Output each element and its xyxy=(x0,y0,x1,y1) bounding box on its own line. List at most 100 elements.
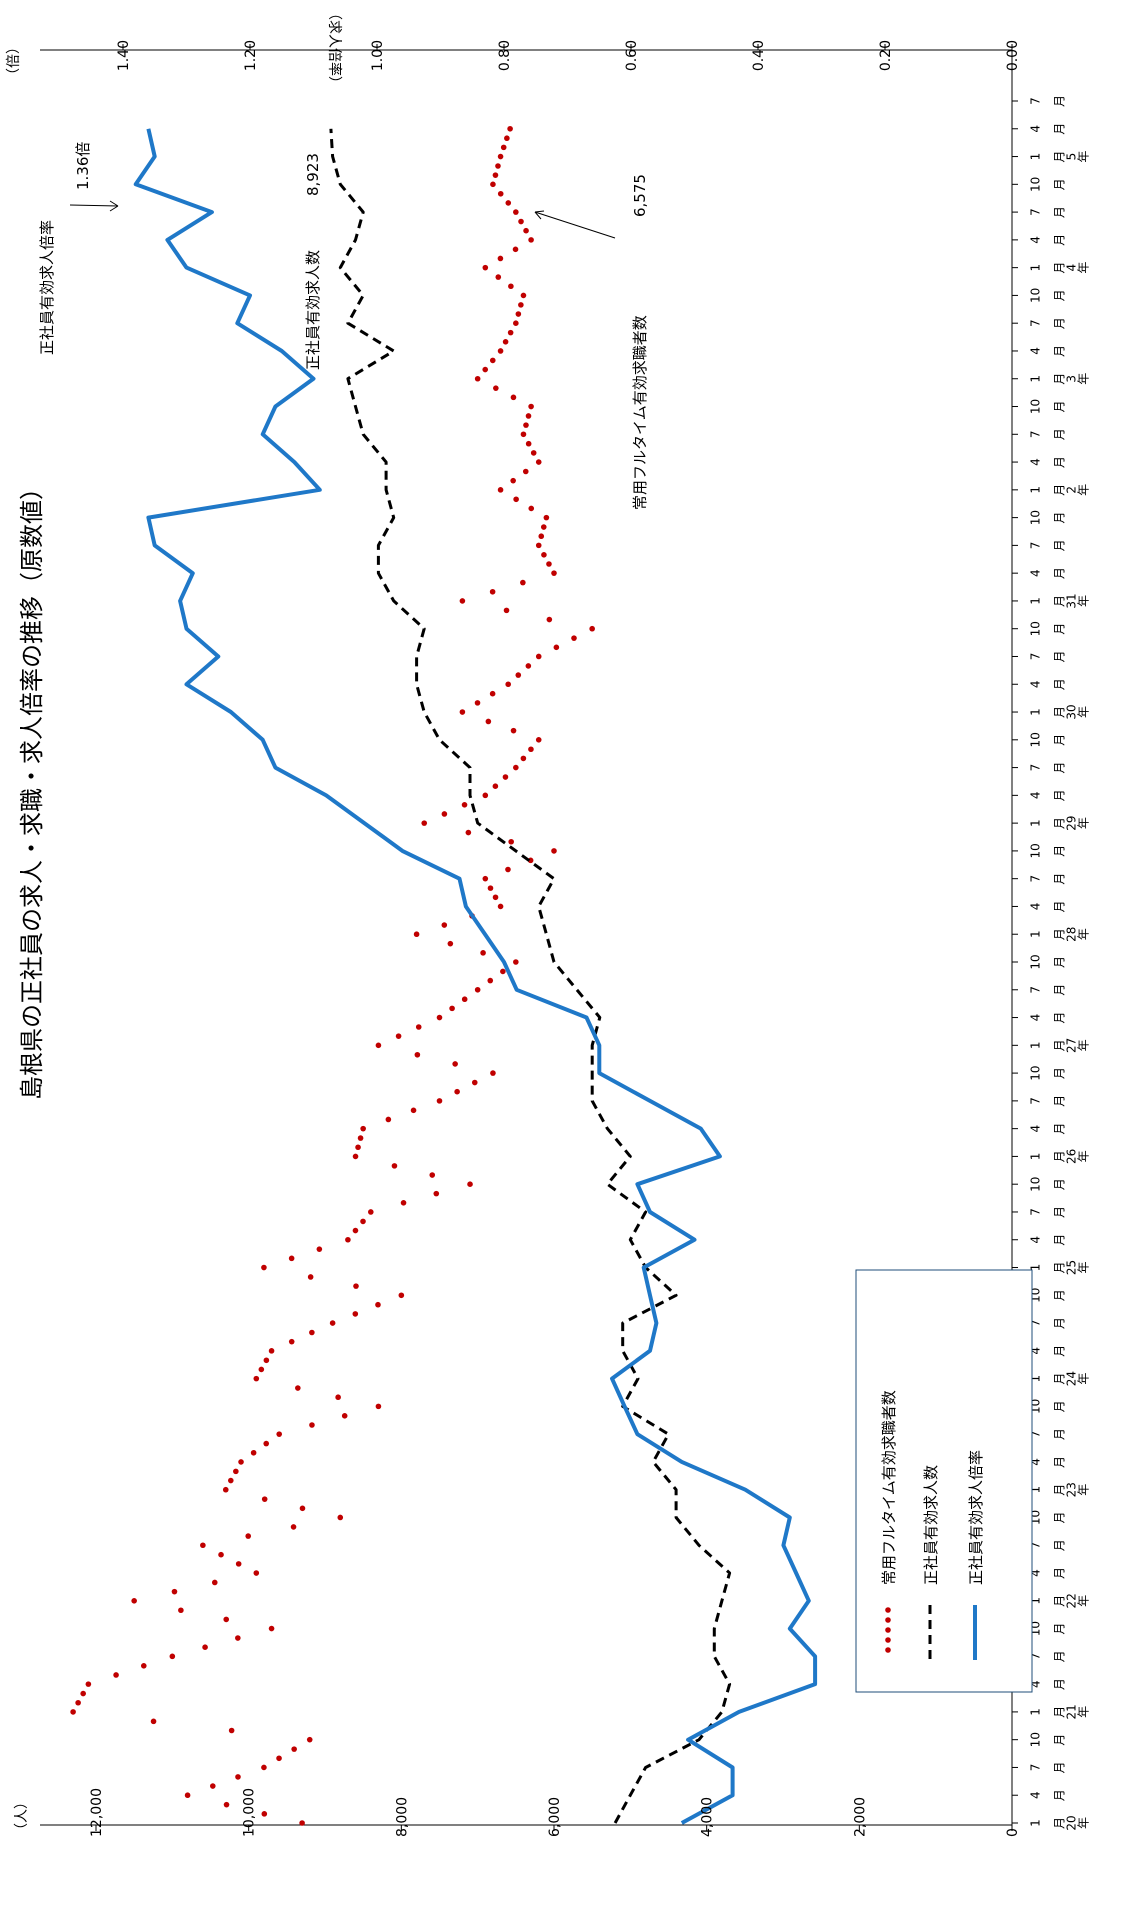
jobseekers-point xyxy=(482,264,489,271)
annotation-seekers-label: 常用フルタイム有効求職者数 xyxy=(631,315,649,510)
time-year-label: 31 xyxy=(1065,593,1079,608)
jobseekers-point xyxy=(528,505,535,512)
time-month-label: 4 xyxy=(1029,347,1043,355)
jobseekers-point xyxy=(357,1135,364,1141)
jobseekers-point xyxy=(471,1079,478,1086)
jobseekers-point xyxy=(461,996,468,1003)
jobseekers-point xyxy=(512,246,519,253)
time-month-unit: 月 xyxy=(1053,1123,1067,1135)
time-year-label: 23 xyxy=(1065,1482,1079,1497)
legend-swatch-seekers xyxy=(885,1617,891,1623)
jobseekers-point xyxy=(238,1459,244,1465)
jobseekers-point xyxy=(492,894,499,901)
jobseekers-point xyxy=(276,1431,283,1437)
time-month-label: 1 xyxy=(1029,264,1043,272)
jobseekers-point xyxy=(459,709,466,715)
jobseekers-point xyxy=(253,1375,260,1382)
jobseekers-point xyxy=(467,1181,473,1187)
time-month-unit: 月 xyxy=(1053,512,1067,524)
jobseekers-point xyxy=(421,820,428,826)
time-month-unit: 月 xyxy=(1053,1373,1067,1385)
jobseekers-point xyxy=(368,1209,374,1215)
jobseekers-point xyxy=(415,1024,422,1030)
jobseekers-point xyxy=(485,718,492,725)
time-month-label: 1 xyxy=(1029,153,1043,161)
jobseekers-point xyxy=(209,1783,216,1789)
jobseekers-point xyxy=(518,302,524,308)
time-month-label: 4 xyxy=(1029,236,1043,244)
annotation-ratio-label: 正社員有効求人倍率 xyxy=(38,220,56,355)
jobseekers-point xyxy=(400,1200,407,1206)
time-year-unit: 年 xyxy=(1077,1150,1091,1162)
time-month-label: 1 xyxy=(1029,486,1043,494)
time-month-unit: 月 xyxy=(1053,956,1067,968)
jobseekers-point xyxy=(263,1357,270,1364)
jobseekers-point xyxy=(543,514,550,521)
jobseekers-point xyxy=(490,181,496,188)
jobseekers-point xyxy=(495,163,501,169)
time-month-unit: 月 xyxy=(1053,428,1067,440)
jobseekers-point xyxy=(520,579,526,586)
time-month-label: 4 xyxy=(1029,1569,1043,1577)
job-openings-line xyxy=(329,128,732,1824)
time-month-unit: 月 xyxy=(1053,817,1067,829)
time-year-unit: 年 xyxy=(1077,1484,1091,1496)
time-month-unit: 月 xyxy=(1053,1484,1067,1496)
left-tick-label: 6,000 xyxy=(547,1797,563,1837)
time-year-label: 28 xyxy=(1065,927,1079,942)
time-month-unit: 月 xyxy=(1053,984,1067,996)
jobseekers-point xyxy=(395,1033,402,1039)
jobseekers-point xyxy=(447,940,454,947)
time-month-label: 10 xyxy=(1029,954,1043,969)
time-month-label: 4 xyxy=(1029,792,1043,800)
time-month-label: 7 xyxy=(1029,1541,1043,1549)
time-month-unit: 月 xyxy=(1053,1067,1067,1079)
time-year-label: 2 xyxy=(1065,486,1079,494)
left-axis-unit: （人） xyxy=(14,1795,30,1837)
time-month-unit: 月 xyxy=(1053,595,1067,607)
time-month-unit: 月 xyxy=(1053,1817,1067,1829)
time-month-label: 7 xyxy=(1029,542,1043,550)
jobseekers-point xyxy=(306,1736,313,1743)
time-year-label: 5 xyxy=(1065,153,1079,161)
annotation-ratio-value: 1.36倍 xyxy=(74,142,92,190)
right-tick-label: 1.20 xyxy=(243,40,259,71)
jobseekers-point xyxy=(571,635,577,641)
jobseekers-point xyxy=(70,1709,76,1715)
jobseekers-point xyxy=(523,227,529,234)
time-month-label: 10 xyxy=(1029,621,1043,636)
time-month-label: 7 xyxy=(1029,653,1043,661)
time-month-unit: 月 xyxy=(1053,1095,1067,1107)
jobseekers-point xyxy=(505,866,511,873)
jobseekers-point xyxy=(235,1774,241,1780)
jobseekers-point xyxy=(474,986,481,993)
jobseekers-point xyxy=(510,394,517,401)
time-month-label: 10 xyxy=(1029,1732,1043,1747)
time-month-unit: 月 xyxy=(1053,1289,1067,1301)
jobseekers-point xyxy=(414,1051,421,1058)
jobseekers-point xyxy=(504,135,510,142)
jobseekers-point xyxy=(307,1274,314,1280)
time-month-label: 7 xyxy=(1029,1208,1043,1216)
time-month-unit: 月 xyxy=(1053,1761,1067,1773)
right-tick-label: 0.20 xyxy=(878,40,894,71)
legend-swatch-seekers xyxy=(885,1627,891,1633)
jobseekers-point xyxy=(520,755,527,762)
jobseekers-point xyxy=(497,348,504,354)
jobseekers-point xyxy=(502,339,509,345)
time-month-unit: 月 xyxy=(1053,262,1067,274)
series-layer xyxy=(70,125,818,1826)
time-month-unit: 月 xyxy=(1053,1595,1067,1607)
time-year-label: 27 xyxy=(1065,1038,1079,1053)
jobseekers-point xyxy=(528,403,534,410)
time-month-unit: 月 xyxy=(1053,1262,1067,1274)
jobseekers-point xyxy=(345,1236,351,1243)
jobseekers-point xyxy=(150,1718,157,1725)
jobseekers-point xyxy=(493,385,499,391)
left-tick-label: 4,000 xyxy=(700,1797,716,1837)
chart-title: 島根県の正社員の求人・求職・求人倍率の推移（原数値） xyxy=(18,476,46,1100)
jobseekers-point xyxy=(500,968,506,975)
time-month-label: 1 xyxy=(1029,1375,1043,1383)
time-year-unit: 年 xyxy=(1077,817,1091,829)
